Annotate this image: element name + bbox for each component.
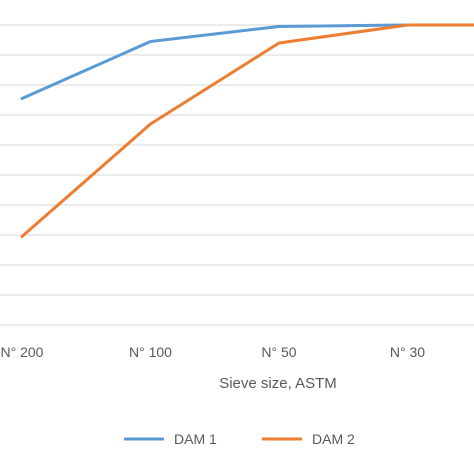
x-tick-label: N° 30 <box>390 344 425 360</box>
legend-label-2: DAM 2 <box>312 431 355 447</box>
x-tick-label: N° 100 <box>129 344 172 360</box>
x-tick-labels: N° 200 N° 100 N° 50 N° 30 <box>1 344 426 360</box>
series-line-2 <box>20 23 474 238</box>
x-tick-label: N° 200 <box>1 344 44 360</box>
series-lines <box>20 23 474 238</box>
gridlines <box>0 24 474 326</box>
x-tick-label: N° 50 <box>261 344 296 360</box>
legend-label-1: DAM 1 <box>174 431 217 447</box>
legend: DAM 1 DAM 2 <box>124 431 355 447</box>
x-axis-title: Sieve size, ASTM <box>219 375 337 392</box>
